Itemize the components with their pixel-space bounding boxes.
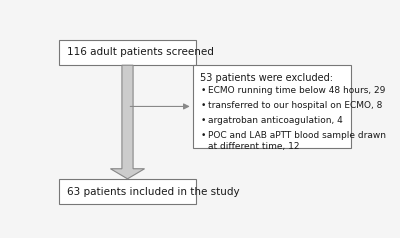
Text: transferred to our hospital on ECMO, 8: transferred to our hospital on ECMO, 8 bbox=[208, 101, 382, 110]
Polygon shape bbox=[110, 65, 144, 179]
Text: POC and LAB aPTT blood sample drawn
at different time, 12: POC and LAB aPTT blood sample drawn at d… bbox=[208, 131, 386, 151]
FancyBboxPatch shape bbox=[59, 40, 196, 65]
Text: •: • bbox=[200, 86, 206, 95]
Text: •: • bbox=[200, 131, 206, 140]
FancyBboxPatch shape bbox=[193, 65, 351, 148]
Text: 53 patients were excluded:: 53 patients were excluded: bbox=[200, 74, 333, 84]
Text: 116 adult patients screened: 116 adult patients screened bbox=[67, 47, 214, 57]
Text: •: • bbox=[200, 101, 206, 110]
Text: ECMO running time below 48 hours, 29: ECMO running time below 48 hours, 29 bbox=[208, 86, 386, 95]
Text: 63 patients included in the study: 63 patients included in the study bbox=[67, 187, 240, 197]
Polygon shape bbox=[110, 169, 144, 179]
Text: argatroban anticoagulation, 4: argatroban anticoagulation, 4 bbox=[208, 116, 343, 125]
Text: •: • bbox=[200, 116, 206, 125]
FancyBboxPatch shape bbox=[59, 179, 196, 204]
FancyBboxPatch shape bbox=[122, 65, 133, 169]
